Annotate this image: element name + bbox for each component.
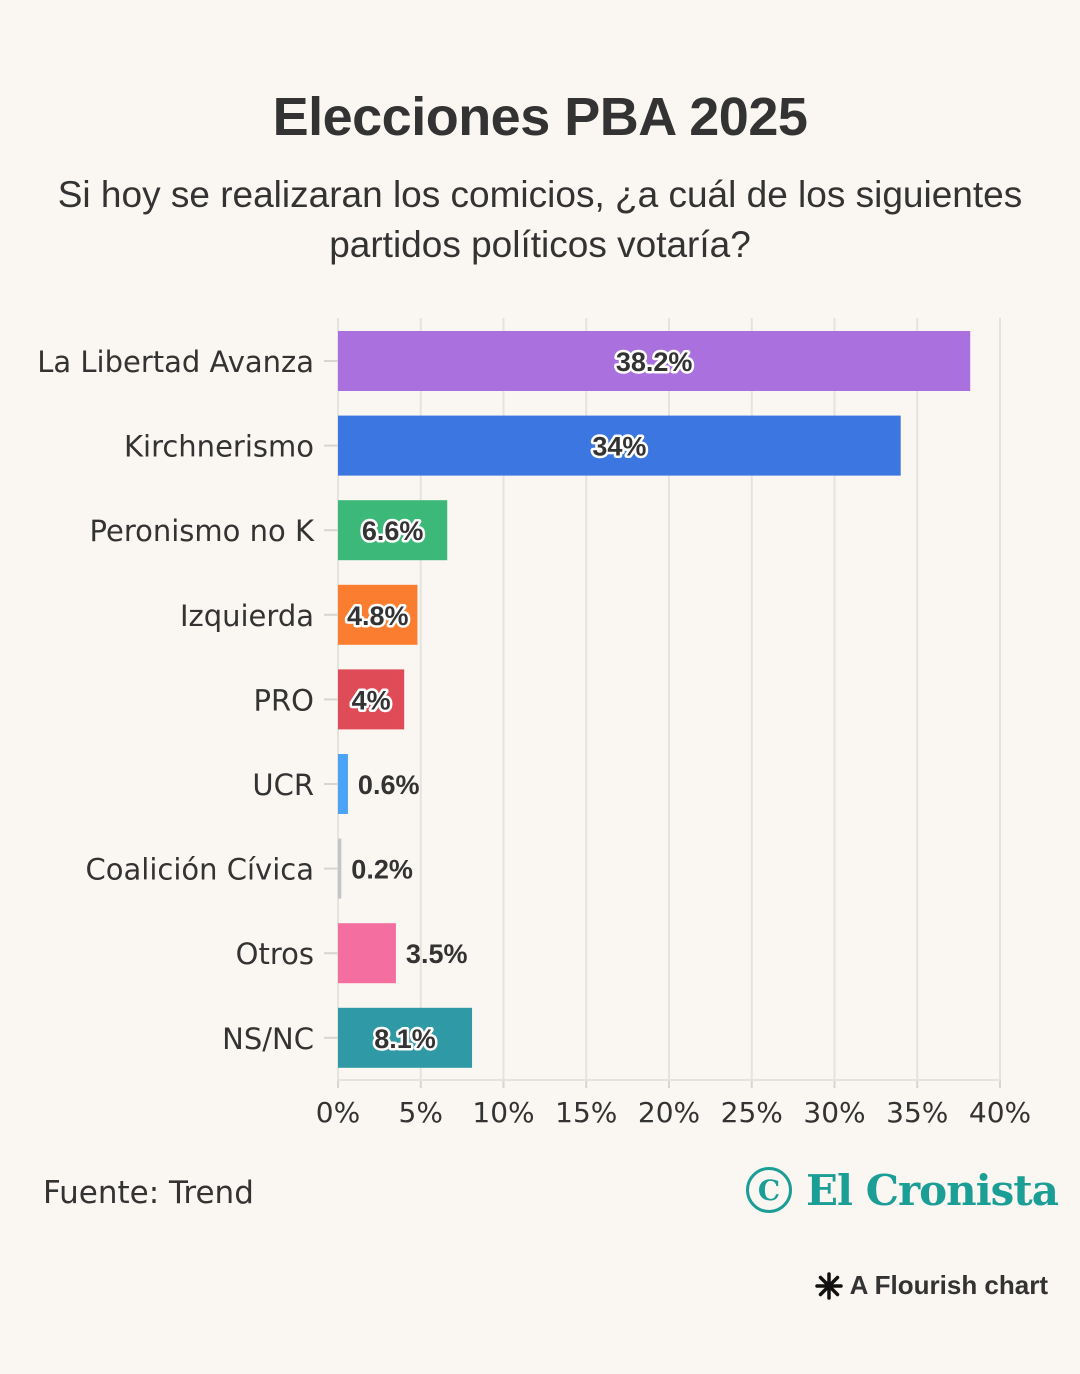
chart-subtitle: Si hoy se realizaran los comicios, ¿a cu… xyxy=(57,174,1023,265)
flourish-credit[interactable]: A Flourish chart xyxy=(814,1270,1048,1301)
x-tick-label: 15% xyxy=(555,1096,617,1129)
x-tick-label: 20% xyxy=(638,1096,700,1129)
data-label: 38.2% xyxy=(616,347,693,377)
bar xyxy=(338,669,405,730)
category-label: Coalición Cívica xyxy=(86,853,314,887)
x-tick-label: 5% xyxy=(399,1096,443,1129)
bar xyxy=(338,838,342,899)
x-tick-label: 30% xyxy=(803,1096,865,1129)
data-label: 4.8% xyxy=(347,601,409,631)
x-tick-label: 40% xyxy=(969,1096,1031,1129)
category-label: Izquierda xyxy=(180,599,314,633)
bar xyxy=(338,754,348,814)
data-label: 34% xyxy=(592,432,646,462)
data-label: 6.6% xyxy=(362,516,424,546)
category-label: UCR xyxy=(252,768,314,802)
category-label: Peronismo no K xyxy=(90,514,315,548)
bar xyxy=(338,584,418,645)
bar xyxy=(338,1007,473,1068)
x-tick-label: 25% xyxy=(721,1096,783,1129)
data-label: 8.1% xyxy=(374,1024,436,1054)
category-label: Otros xyxy=(236,937,314,971)
data-label: 4% xyxy=(352,685,391,715)
bar xyxy=(338,923,396,984)
category-label: La Libertad Avanza xyxy=(37,345,314,379)
bar xyxy=(338,415,901,476)
data-label: 0.2% xyxy=(351,855,413,885)
data-label: 3.5% xyxy=(406,939,468,969)
source-note: Fuente: Trend xyxy=(43,1175,254,1211)
bar xyxy=(338,500,448,561)
category-label: PRO xyxy=(254,683,314,717)
x-tick-label: 0% xyxy=(316,1096,360,1129)
x-tick-label: 35% xyxy=(886,1096,948,1129)
x-tick-label: 10% xyxy=(472,1096,534,1129)
category-label: NS/NC xyxy=(222,1022,314,1056)
cronista-logo-icon: C xyxy=(746,1167,792,1213)
flourish-label: A Flourish chart xyxy=(849,1270,1048,1300)
bar xyxy=(338,331,971,391)
bar-chart: 0% 5% 10% 15% 20% 25% 30% 35% 40% La Libertad Ava… xyxy=(37,318,1031,1129)
logo-text: El Cronista xyxy=(806,1165,1059,1215)
flourish-asterisk-icon xyxy=(814,1271,843,1300)
data-label: 0.6% xyxy=(358,770,420,800)
el-cronista-logo[interactable]: C El Cronista xyxy=(746,1160,1059,1220)
category-label: Kirchnerismo xyxy=(124,430,314,464)
chart-title: Elecciones PBA 2025 xyxy=(272,87,808,147)
